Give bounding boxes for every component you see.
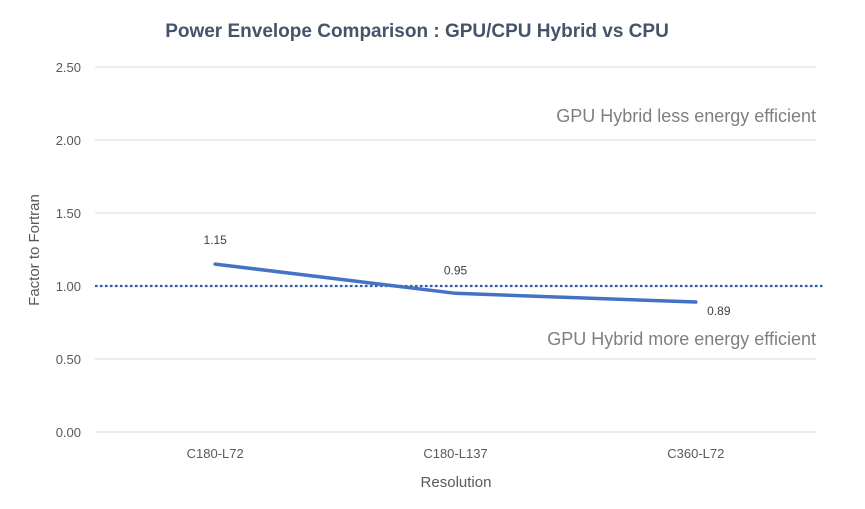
x-axis-ticks: C180-L72 C180-L137 C360-L72: [187, 446, 725, 461]
data-label: 0.89: [707, 304, 731, 318]
y-tick-label: 1.00: [56, 279, 81, 294]
x-tick-label: C180-L137: [423, 446, 487, 461]
annotation-lower: GPU Hybrid more energy efficient: [547, 329, 816, 349]
y-tick-label: 1.50: [56, 206, 81, 221]
data-label: 1.15: [203, 233, 227, 247]
y-tick-label: 2.50: [56, 60, 81, 75]
y-tick-label: 0.50: [56, 352, 81, 367]
y-axis-ticks: 0.00 0.50 1.00 1.50 2.00 2.50: [56, 60, 81, 440]
chart-title: Power Envelope Comparison : GPU/CPU Hybr…: [165, 21, 669, 42]
series-line: [213, 262, 698, 304]
annotation-upper: GPU Hybrid less energy efficient: [556, 106, 816, 126]
data-label: 0.95: [444, 263, 468, 277]
y-tick-label: 0.00: [56, 425, 81, 440]
x-tick-label: C180-L72: [187, 446, 244, 461]
x-axis-title: Resolution: [421, 474, 492, 491]
y-tick-label: 2.00: [56, 133, 81, 148]
x-tick-label: C360-L72: [667, 446, 724, 461]
y-axis-title: Factor to Fortran: [26, 194, 43, 306]
data-labels: 1.15 0.95 0.89: [203, 233, 730, 318]
